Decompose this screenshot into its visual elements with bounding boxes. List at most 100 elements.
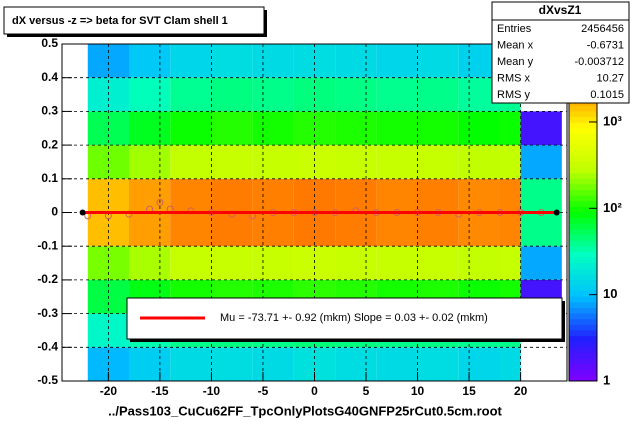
heat-cell	[458, 145, 501, 179]
stats-value: -0.6731	[587, 39, 624, 51]
palette-step	[569, 111, 597, 118]
heat-cell	[170, 178, 212, 213]
heat-cell	[87, 145, 129, 179]
heat-cell	[335, 77, 377, 112]
x-tick-label: 15	[462, 384, 476, 398]
heat-cell	[335, 212, 377, 247]
palette-step	[569, 240, 597, 247]
heat-cell	[211, 77, 253, 112]
heat-cell	[520, 145, 562, 179]
heat-cell	[170, 212, 212, 247]
heat-cell	[458, 111, 501, 146]
x-tick-label: 5	[363, 384, 370, 398]
heat-cell	[128, 246, 171, 280]
heat-cell	[417, 347, 459, 381]
z-tick-label: 10³	[603, 113, 622, 128]
heat-cell	[87, 313, 129, 348]
palette-step	[569, 105, 597, 112]
heat-cell	[417, 145, 459, 179]
palette-step	[569, 330, 597, 337]
x-axis-label: ../Pass103_CuCu62FF_TpcOnlyPlotsG40GNFP2…	[108, 403, 502, 418]
x-tick-label: -5	[258, 384, 269, 398]
heat-cell	[211, 212, 253, 247]
heat-cell	[458, 347, 501, 381]
y-tick-label: 0	[51, 205, 58, 219]
heat-cell	[417, 77, 459, 112]
heat-cell	[417, 212, 459, 247]
heat-cell	[500, 178, 521, 213]
title-box	[3, 6, 265, 35]
heat-cell	[170, 111, 212, 146]
stats-value: 2456456	[581, 23, 624, 35]
heat-cell	[128, 44, 171, 78]
palette-step	[569, 319, 597, 326]
heat-cell	[252, 77, 294, 112]
heat-cell	[376, 347, 418, 381]
heat-cell	[335, 145, 377, 179]
z-tick-label: 10²	[603, 200, 622, 215]
palette-step	[569, 279, 597, 287]
stats-label: RMS y	[497, 89, 531, 101]
y-tick-label: 0.3	[41, 104, 58, 118]
palette-step	[569, 375, 597, 382]
y-tick-label: 0.1	[41, 171, 58, 185]
heat-cell	[211, 178, 253, 213]
heat-cell	[458, 178, 501, 213]
palette-step	[569, 246, 597, 253]
heat-cell	[252, 212, 294, 247]
stats-value: -0.003712	[574, 56, 624, 68]
heat-cell	[500, 111, 521, 146]
plot-area	[87, 44, 562, 381]
heat-cell	[458, 212, 501, 247]
x-tick-label: 10	[411, 384, 425, 398]
y-tick-label: -0.3	[37, 306, 58, 320]
y-tick-label: -0.4	[37, 339, 58, 353]
heat-cell	[520, 212, 562, 247]
fit-endpoint	[553, 209, 560, 216]
palette-step	[569, 313, 597, 320]
palette-step	[569, 150, 597, 157]
heat-cell	[211, 44, 253, 78]
palette-step	[569, 291, 597, 298]
heat-cell	[170, 347, 212, 381]
palette-step	[569, 352, 597, 360]
palette-step	[569, 173, 597, 180]
heat-cell	[87, 212, 129, 247]
stats-title: dXvsZ1	[539, 3, 582, 17]
heat-cell	[376, 145, 418, 179]
heat-cell	[335, 111, 377, 146]
palette-step	[569, 190, 597, 197]
heat-cell	[211, 111, 253, 146]
palette-step	[569, 206, 597, 213]
heat-cell	[252, 178, 294, 213]
legend-text: Mu = -73.71 +- 0.92 (mkm) Slope = 0.03 +…	[220, 312, 488, 324]
stats-label: Mean x	[497, 39, 534, 51]
heat-cell	[335, 246, 377, 280]
heat-cell	[376, 77, 418, 112]
heat-cell	[417, 44, 459, 78]
palette-step	[569, 145, 597, 152]
palette-step	[569, 122, 597, 129]
palette-step	[569, 324, 597, 331]
palette-step	[569, 251, 597, 258]
x-tick-label: 0	[311, 384, 318, 398]
palette-step	[569, 128, 597, 135]
stats-box	[491, 1, 630, 104]
x-tick-label: 20	[514, 384, 528, 398]
fit-endpoint	[79, 209, 86, 216]
heat-cell	[520, 246, 562, 280]
heat-cell	[252, 246, 294, 280]
heat-cell	[500, 212, 521, 247]
palette-step	[569, 117, 597, 124]
palette-step	[569, 274, 597, 281]
stats-value: 0.1015	[590, 89, 624, 101]
palette-step	[569, 218, 597, 225]
heat-cell	[335, 347, 377, 381]
palette-step	[569, 336, 597, 343]
heat-cell	[335, 178, 377, 213]
heat-cell	[520, 111, 562, 146]
y-tick-label: -0.5	[37, 373, 58, 387]
x-tick-label: -15	[151, 384, 169, 398]
heat-cell	[376, 212, 418, 247]
